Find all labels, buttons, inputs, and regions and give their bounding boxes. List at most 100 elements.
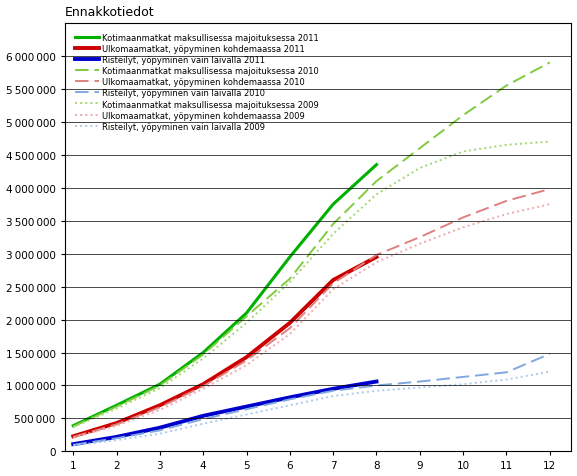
- Ulkomaamatkat, yöpyminen kohdemaassa 2011: [200, 381, 207, 387]
- Risteilyt, yöpyminen vain laivalla 2010: [156, 427, 163, 433]
- Ulkomaamatkat, yöpyminen kohdemaassa 2009: [329, 287, 336, 292]
- Ulkomaamatkat, yöpyminen kohdemaassa 2011: [70, 434, 77, 439]
- Risteilyt, yöpyminen vain laivalla 2010: [243, 407, 250, 412]
- Kotimaanmatkat maksullisessa majoituksessa 2009: [113, 406, 120, 412]
- Risteilyt, yöpyminen vain laivalla 2011: [113, 434, 120, 440]
- Risteilyt, yöpyminen vain laivalla 2011: [243, 404, 250, 409]
- Kotimaanmatkat maksullisessa majoituksessa 2010: [460, 113, 467, 119]
- Risteilyt, yöpyminen vain laivalla 2009: [460, 381, 467, 387]
- Risteilyt, yöpyminen vain laivalla 2009: [286, 403, 293, 408]
- Risteilyt, yöpyminen vain laivalla 2010: [113, 436, 120, 441]
- Risteilyt, yöpyminen vain laivalla 2011: [200, 413, 207, 419]
- Ulkomaamatkat, yöpyminen kohdemaassa 2011: [243, 355, 250, 360]
- Risteilyt, yöpyminen vain laivalla 2010: [286, 397, 293, 402]
- Kotimaanmatkat maksullisessa majoituksessa 2011: [373, 162, 380, 168]
- Kotimaanmatkat maksullisessa majoituksessa 2009: [329, 231, 336, 237]
- Kotimaanmatkat maksullisessa majoituksessa 2011: [156, 381, 163, 387]
- Risteilyt, yöpyminen vain laivalla 2009: [503, 377, 510, 383]
- Kotimaanmatkat maksullisessa majoituksessa 2011: [286, 255, 293, 260]
- Ulkomaamatkat, yöpyminen kohdemaassa 2011: [286, 320, 293, 326]
- Ulkomaamatkat, yöpyminen kohdemaassa 2009: [417, 241, 424, 247]
- Ulkomaamatkat, yöpyminen kohdemaassa 2009: [243, 362, 250, 368]
- Kotimaanmatkat maksullisessa majoituksessa 2010: [503, 83, 510, 89]
- Kotimaanmatkat maksullisessa majoituksessa 2010: [373, 179, 380, 185]
- Risteilyt, yöpyminen vain laivalla 2010: [200, 416, 207, 422]
- Risteilyt, yöpyminen vain laivalla 2010: [503, 370, 510, 376]
- Ulkomaamatkat, yöpyminen kohdemaassa 2009: [546, 202, 553, 208]
- Line: Risteilyt, yöpyminen vain laivalla 2010: Risteilyt, yöpyminen vain laivalla 2010: [73, 354, 550, 445]
- Ulkomaamatkat, yöpyminen kohdemaassa 2009: [200, 386, 207, 392]
- Kotimaanmatkat maksullisessa majoituksessa 2010: [243, 314, 250, 319]
- Kotimaanmatkat maksullisessa majoituksessa 2010: [329, 222, 336, 228]
- Kotimaanmatkat maksullisessa majoituksessa 2009: [200, 356, 207, 362]
- Kotimaanmatkat maksullisessa majoituksessa 2011: [113, 403, 120, 408]
- Kotimaanmatkat maksullisessa majoituksessa 2009: [286, 279, 293, 285]
- Kotimaanmatkat maksullisessa majoituksessa 2009: [546, 139, 553, 145]
- Ulkomaamatkat, yöpyminen kohdemaassa 2010: [70, 434, 77, 440]
- Ulkomaamatkat, yöpyminen kohdemaassa 2011: [329, 278, 336, 283]
- Risteilyt, yöpyminen vain laivalla 2009: [156, 431, 163, 436]
- Ulkomaamatkat, yöpyminen kohdemaassa 2010: [286, 326, 293, 331]
- Risteilyt, yöpyminen vain laivalla 2009: [329, 393, 336, 399]
- Kotimaanmatkat maksullisessa majoituksessa 2010: [156, 383, 163, 388]
- Ulkomaamatkat, yöpyminen kohdemaassa 2010: [503, 198, 510, 204]
- Ulkomaamatkat, yöpyminen kohdemaassa 2009: [373, 260, 380, 266]
- Kotimaanmatkat maksullisessa majoituksessa 2009: [156, 386, 163, 391]
- Kotimaanmatkat maksullisessa majoituksessa 2010: [113, 404, 120, 409]
- Risteilyt, yöpyminen vain laivalla 2011: [286, 395, 293, 400]
- Risteilyt, yöpyminen vain laivalla 2010: [329, 388, 336, 394]
- Ulkomaamatkat, yöpyminen kohdemaassa 2011: [113, 420, 120, 426]
- Line: Ulkomaamatkat, yöpyminen kohdemaassa 2010: Ulkomaamatkat, yöpyminen kohdemaassa 201…: [73, 189, 550, 437]
- Risteilyt, yöpyminen vain laivalla 2011: [156, 425, 163, 431]
- Line: Kotimaanmatkat maksullisessa majoituksessa 2010: Kotimaanmatkat maksullisessa majoitukses…: [73, 63, 550, 426]
- Kotimaanmatkat maksullisessa majoituksessa 2009: [243, 320, 250, 326]
- Risteilyt, yöpyminen vain laivalla 2009: [417, 385, 424, 390]
- Risteilyt, yöpyminen vain laivalla 2010: [373, 383, 380, 388]
- Ulkomaamatkat, yöpyminen kohdemaassa 2010: [417, 235, 424, 240]
- Line: Ulkomaamatkat, yöpyminen kohdemaassa 2009: Ulkomaamatkat, yöpyminen kohdemaassa 200…: [73, 205, 550, 437]
- Kotimaanmatkat maksullisessa majoituksessa 2011: [243, 310, 250, 316]
- Risteilyt, yöpyminen vain laivalla 2009: [373, 388, 380, 394]
- Kotimaanmatkat maksullisessa majoituksessa 2009: [373, 192, 380, 198]
- Risteilyt, yöpyminen vain laivalla 2010: [417, 379, 424, 385]
- Risteilyt, yöpyminen vain laivalla 2009: [113, 437, 120, 443]
- Legend: Kotimaanmatkat maksullisessa majoituksessa 2011, Ulkomaamatkat, yöpyminen kohdem: Kotimaanmatkat maksullisessa majoitukses…: [74, 32, 321, 133]
- Kotimaanmatkat maksullisessa majoituksessa 2010: [286, 276, 293, 282]
- Ulkomaamatkat, yöpyminen kohdemaassa 2011: [373, 255, 380, 260]
- Ulkomaamatkat, yöpyminen kohdemaassa 2010: [460, 215, 467, 221]
- Ulkomaamatkat, yöpyminen kohdemaassa 2010: [329, 281, 336, 287]
- Ulkomaamatkat, yöpyminen kohdemaassa 2010: [546, 187, 553, 192]
- Kotimaanmatkat maksullisessa majoituksessa 2009: [70, 424, 77, 430]
- Ulkomaamatkat, yöpyminen kohdemaassa 2010: [373, 253, 380, 258]
- Ulkomaamatkat, yöpyminen kohdemaassa 2009: [286, 331, 293, 337]
- Line: Risteilyt, yöpyminen vain laivalla 2009: Risteilyt, yöpyminen vain laivalla 2009: [73, 372, 550, 446]
- Kotimaanmatkat maksullisessa majoituksessa 2010: [200, 352, 207, 357]
- Kotimaanmatkat maksullisessa majoituksessa 2009: [503, 143, 510, 149]
- Ulkomaamatkat, yöpyminen kohdemaassa 2010: [156, 405, 163, 410]
- Risteilyt, yöpyminen vain laivalla 2011: [373, 379, 380, 385]
- Kotimaanmatkat maksullisessa majoituksessa 2009: [417, 166, 424, 171]
- Kotimaanmatkat maksullisessa majoituksessa 2011: [329, 202, 336, 208]
- Ulkomaamatkat, yöpyminen kohdemaassa 2010: [113, 422, 120, 427]
- Risteilyt, yöpyminen vain laivalla 2009: [70, 443, 77, 448]
- Kotimaanmatkat maksullisessa majoituksessa 2010: [417, 146, 424, 152]
- Risteilyt, yöpyminen vain laivalla 2010: [546, 351, 553, 357]
- Risteilyt, yöpyminen vain laivalla 2010: [70, 442, 77, 448]
- Ulkomaamatkat, yöpyminen kohdemaassa 2009: [460, 225, 467, 231]
- Risteilyt, yöpyminen vain laivalla 2011: [70, 441, 77, 447]
- Kotimaanmatkat maksullisessa majoituksessa 2010: [546, 60, 553, 66]
- Risteilyt, yöpyminen vain laivalla 2010: [460, 374, 467, 380]
- Risteilyt, yöpyminen vain laivalla 2009: [200, 421, 207, 426]
- Ulkomaamatkat, yöpyminen kohdemaassa 2009: [156, 407, 163, 413]
- Kotimaanmatkat maksullisessa majoituksessa 2011: [200, 350, 207, 356]
- Text: Ennakkotiedot: Ennakkotiedot: [65, 6, 154, 19]
- Risteilyt, yöpyminen vain laivalla 2009: [546, 369, 553, 375]
- Risteilyt, yöpyminen vain laivalla 2011: [329, 386, 336, 392]
- Line: Ulkomaamatkat, yöpyminen kohdemaassa 2011: Ulkomaamatkat, yöpyminen kohdemaassa 201…: [73, 258, 377, 436]
- Kotimaanmatkat maksullisessa majoituksessa 2011: [70, 423, 77, 429]
- Ulkomaamatkat, yöpyminen kohdemaassa 2011: [156, 403, 163, 408]
- Kotimaanmatkat maksullisessa majoituksessa 2009: [460, 149, 467, 155]
- Ulkomaamatkat, yöpyminen kohdemaassa 2009: [113, 423, 120, 429]
- Kotimaanmatkat maksullisessa majoituksessa 2010: [70, 424, 77, 429]
- Ulkomaamatkat, yöpyminen kohdemaassa 2009: [503, 212, 510, 218]
